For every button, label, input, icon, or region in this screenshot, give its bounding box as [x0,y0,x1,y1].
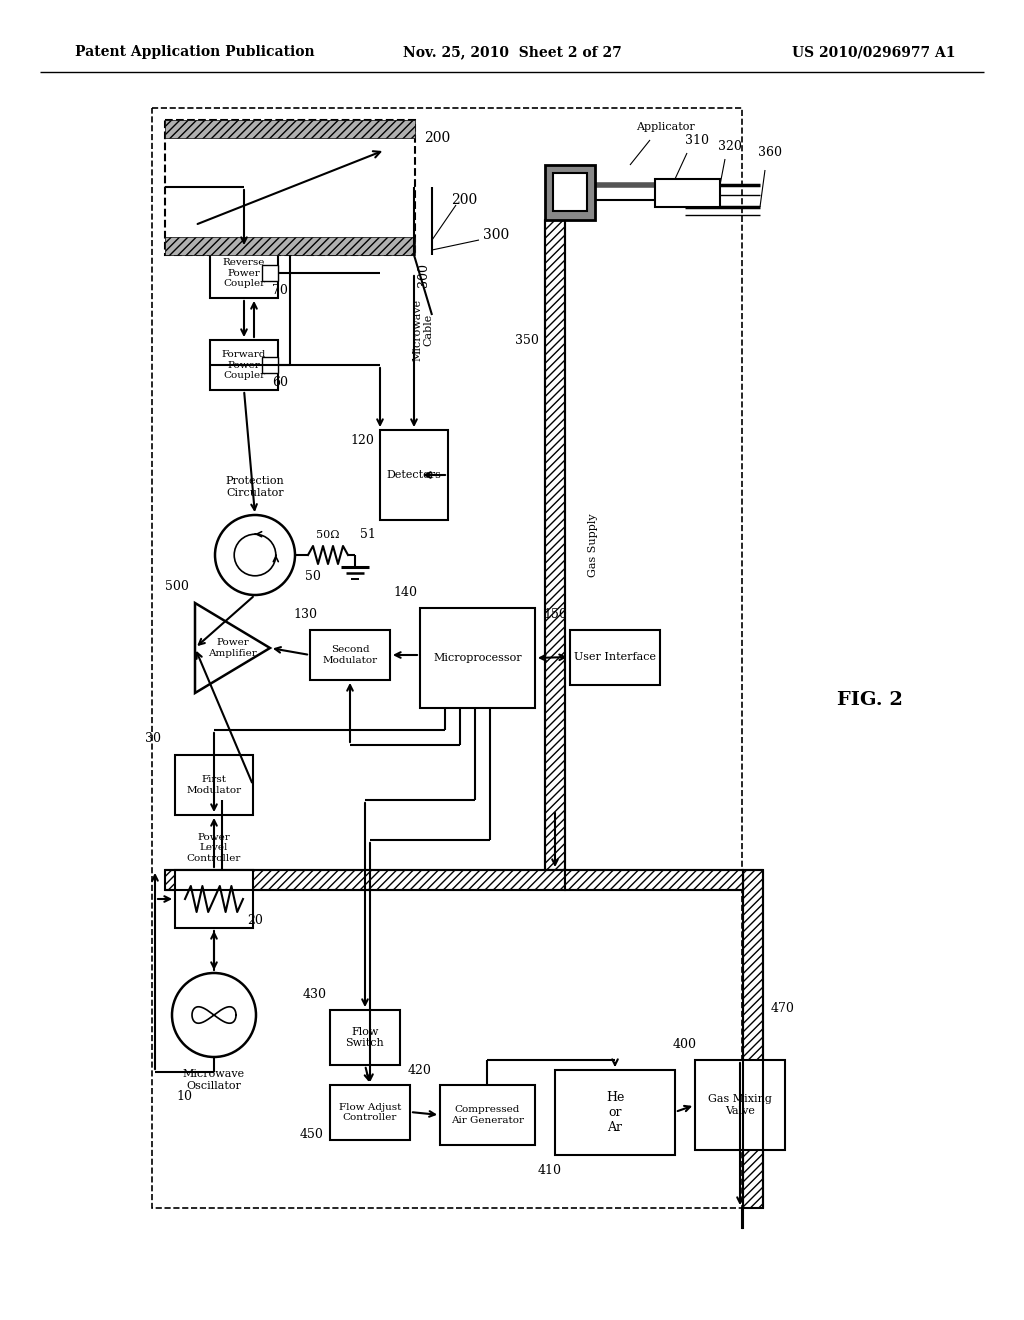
Bar [165,120,415,139]
Text: Gas Supply: Gas Supply [588,513,598,577]
Bar [210,248,278,298]
Bar [152,108,742,1208]
Text: 320: 320 [718,140,742,153]
Text: 420: 420 [408,1064,432,1077]
Text: 410: 410 [538,1163,562,1176]
Bar [570,630,660,685]
Text: Reverse
Power
Coupler: Reverse Power Coupler [223,259,265,288]
Bar [743,870,763,1208]
Text: Compressed
Air Generator: Compressed Air Generator [451,1105,524,1125]
Bar [175,755,253,814]
Text: 350: 350 [515,334,539,346]
Text: 130: 130 [293,609,317,622]
Bar [210,341,278,389]
Text: Power
Level
Controller: Power Level Controller [186,833,242,863]
Text: Patent Application Publication: Patent Application Publication [75,45,314,59]
Text: 450: 450 [300,1129,324,1142]
Bar [165,238,415,255]
Text: FIG. 2: FIG. 2 [837,690,903,709]
Bar [310,630,390,680]
Bar [553,173,587,211]
Bar [420,609,535,708]
Bar [380,430,449,520]
Text: Applicator: Applicator [636,121,694,132]
Text: 50: 50 [305,570,321,583]
Text: User Interface: User Interface [574,652,656,663]
Text: Protection
Circulator: Protection Circulator [225,477,285,498]
Bar [440,1085,535,1144]
Text: Detectors: Detectors [387,470,441,480]
Text: 430: 430 [303,989,327,1002]
Bar [165,120,415,255]
Bar [175,870,253,928]
Text: Second
Modulator: Second Modulator [323,645,378,665]
Text: 60: 60 [272,375,288,388]
Text: 400: 400 [673,1039,697,1052]
Bar [545,165,595,220]
Text: 140: 140 [393,586,417,599]
Text: 470: 470 [771,1002,795,1015]
Text: Power
Amplifier: Power Amplifier [208,639,257,657]
Text: Flow Adjust
Controller: Flow Adjust Controller [339,1102,401,1122]
Text: 310: 310 [685,133,709,147]
Text: 70: 70 [272,284,288,297]
Bar [545,220,565,870]
Text: 360: 360 [758,147,782,160]
Text: 500: 500 [165,579,189,593]
Text: Microwave
Cable: Microwave Cable [413,298,434,362]
Bar [262,356,278,374]
Text: 20: 20 [247,913,263,927]
Text: 50Ω: 50Ω [316,531,340,540]
Bar [555,1071,675,1155]
Text: US 2010/0296977 A1: US 2010/0296977 A1 [792,45,955,59]
Text: Nov. 25, 2010  Sheet 2 of 27: Nov. 25, 2010 Sheet 2 of 27 [402,45,622,59]
Text: 200: 200 [424,131,451,145]
Bar [165,870,565,890]
Text: First
Modulator: First Modulator [186,775,242,795]
Text: Microprocessor: Microprocessor [433,653,522,663]
Text: 300: 300 [483,228,509,242]
Bar [565,870,743,890]
Bar [330,1010,400,1065]
Text: 200: 200 [451,193,477,207]
Text: Forward
Power
Coupler: Forward Power Coupler [222,350,266,380]
Text: Gas Mixing
Valve: Gas Mixing Valve [708,1094,772,1115]
Text: 300: 300 [417,263,429,286]
Bar [262,265,278,281]
Bar [655,180,720,207]
Text: 120: 120 [350,433,374,446]
Bar [695,1060,785,1150]
Text: Flow
Switch: Flow Switch [346,1027,384,1048]
Text: 150: 150 [543,609,567,622]
Text: Microwave
Oscillator: Microwave Oscillator [183,1069,245,1090]
Text: He
or
Ar: He or Ar [606,1092,625,1134]
Text: 10: 10 [176,1090,193,1104]
Text: 30: 30 [145,733,161,746]
Bar [330,1085,410,1140]
Text: 51: 51 [360,528,376,541]
